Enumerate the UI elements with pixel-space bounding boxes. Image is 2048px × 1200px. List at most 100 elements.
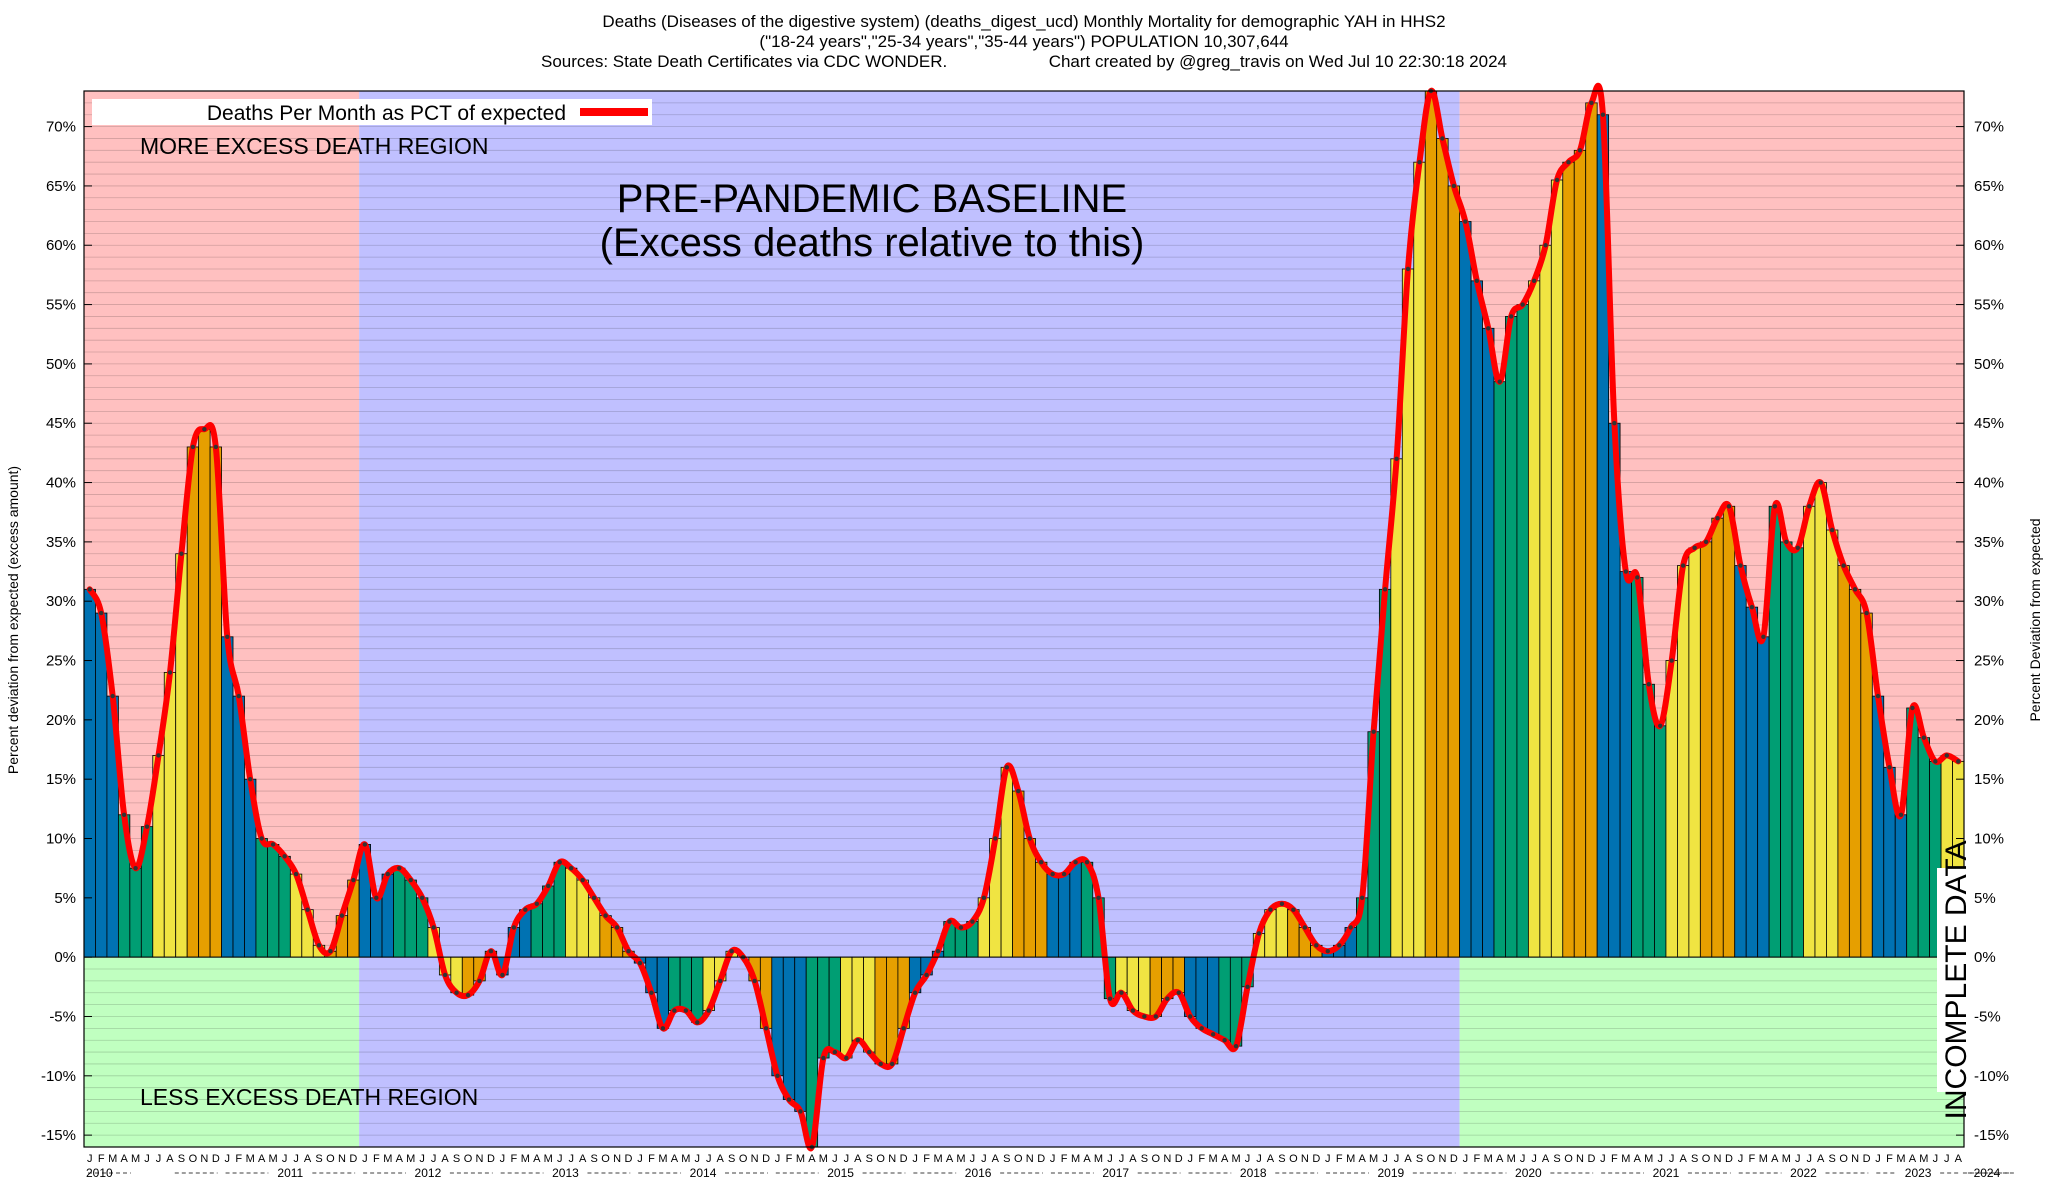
series-point: [718, 978, 723, 984]
x-tick-month: S: [1553, 1153, 1560, 1165]
legend: Deaths Per Month as PCT of expected: [92, 99, 652, 125]
series-point: [798, 1109, 803, 1114]
chart-sources-row: Sources: State Death Certificates via CD…: [0, 52, 2048, 72]
x-tick-month: N: [613, 1153, 621, 1165]
series-point: [488, 949, 494, 954]
y-tick-label-left: 30%: [46, 593, 76, 610]
series-point: [1027, 836, 1032, 841]
series-point: [1715, 515, 1720, 521]
y-tick-label-right: 50%: [1974, 356, 2004, 373]
x-tick-month: A: [1129, 1153, 1137, 1165]
series-point: [763, 1026, 769, 1031]
bar: [1711, 517, 1724, 958]
series-point: [1233, 1043, 1239, 1049]
x-tick-month: N: [200, 1153, 208, 1165]
x-tick-month: A: [808, 1153, 816, 1165]
bar: [1642, 683, 1655, 958]
x-tick-month: F: [1886, 1153, 1893, 1165]
series-point: [1302, 925, 1308, 930]
x-tick-month: N: [751, 1153, 759, 1165]
series-point: [1417, 159, 1422, 165]
x-tick-month: D: [1725, 1153, 1733, 1165]
x-tick-month: J: [1107, 1153, 1113, 1165]
x-tick-month: F: [1061, 1153, 1068, 1165]
series-point: [156, 753, 161, 758]
annotation-baseline-line-2: (Excess deaths relative to this): [600, 221, 1145, 265]
series-point: [775, 1073, 780, 1079]
x-tick-month: O: [1427, 1153, 1436, 1165]
series-point: [1818, 480, 1823, 485]
x-tick-month: A: [1817, 1153, 1825, 1165]
x-tick-month: J: [1463, 1153, 1469, 1165]
y-tick-label-left: 5%: [54, 890, 76, 907]
y-tick-label-left: 55%: [46, 297, 76, 314]
series-point: [901, 1026, 906, 1031]
x-tick-month: N: [1026, 1153, 1034, 1165]
x-tick-month: F: [235, 1153, 242, 1165]
x-tick-month: M: [933, 1153, 942, 1165]
bar: [1757, 636, 1770, 958]
series-point: [1130, 1008, 1136, 1013]
series-point: [1875, 693, 1881, 699]
bar: [874, 956, 887, 1065]
series-point: [832, 1049, 838, 1055]
series-point: [1165, 996, 1170, 1001]
series-point: [752, 978, 757, 984]
bar: [278, 855, 291, 958]
bar: [393, 867, 406, 958]
series-point: [1692, 545, 1697, 551]
series-point: [1268, 907, 1273, 912]
series-point: [1038, 860, 1044, 865]
annotation-incomplete-box: [1937, 868, 1973, 1092]
x-year-label: 2013: [552, 1166, 579, 1180]
x-tick-month: M: [1231, 1153, 1240, 1165]
x-tick-month: F: [1336, 1153, 1343, 1165]
x-tick-month: J: [557, 1153, 563, 1165]
x-tick-month: D: [212, 1153, 220, 1165]
x-tick-month: A: [717, 1153, 725, 1165]
x-tick-month: S: [315, 1153, 322, 1165]
bar: [1688, 547, 1701, 958]
x-tick-month: N: [888, 1153, 896, 1165]
x-tick-month: O: [189, 1153, 198, 1165]
x-tick-month: J: [1944, 1153, 1950, 1165]
bar: [1803, 505, 1816, 958]
x-tick-month: D: [487, 1153, 495, 1165]
x-tick-month: J: [1187, 1153, 1193, 1165]
series-point: [1394, 456, 1399, 462]
series-point: [1646, 682, 1651, 687]
bar: [1722, 505, 1736, 958]
y-tick-label-left: 50%: [46, 356, 76, 373]
x-tick-month: O: [1289, 1153, 1298, 1165]
bar: [530, 903, 543, 958]
bar: [267, 844, 280, 958]
bar: [1046, 873, 1059, 958]
x-tick-month: J: [1669, 1153, 1675, 1165]
series-point: [1119, 990, 1124, 995]
series-point: [362, 842, 368, 847]
y-tick-label-left: 20%: [46, 712, 76, 729]
series-point: [213, 444, 219, 450]
x-tick-month: N: [1163, 1153, 1171, 1165]
series-point: [603, 913, 608, 918]
x-tick-month: J: [981, 1153, 987, 1165]
series-point: [958, 925, 964, 930]
series-point: [1669, 658, 1674, 663]
bar: [1585, 102, 1598, 958]
series-point: [1142, 1014, 1147, 1019]
series-point: [947, 919, 952, 924]
y-tick-label-left: -10%: [41, 1068, 76, 1085]
x-tick-month: S: [1278, 1153, 1285, 1165]
x-year-label: 2020: [1515, 1166, 1542, 1180]
x-tick-month: J: [706, 1153, 712, 1165]
x-tick-month: M: [658, 1153, 667, 1165]
bar: [1539, 244, 1552, 958]
bar: [576, 879, 589, 958]
series-point: [374, 895, 379, 901]
x-tick-month: D: [349, 1153, 357, 1165]
bar: [1057, 873, 1071, 958]
x-tick-month: A: [671, 1153, 679, 1165]
chart-credit: Chart created by @greg_travis on Wed Jul…: [1048, 52, 1507, 71]
x-tick-month: J: [568, 1153, 574, 1165]
series-point: [1887, 765, 1892, 770]
